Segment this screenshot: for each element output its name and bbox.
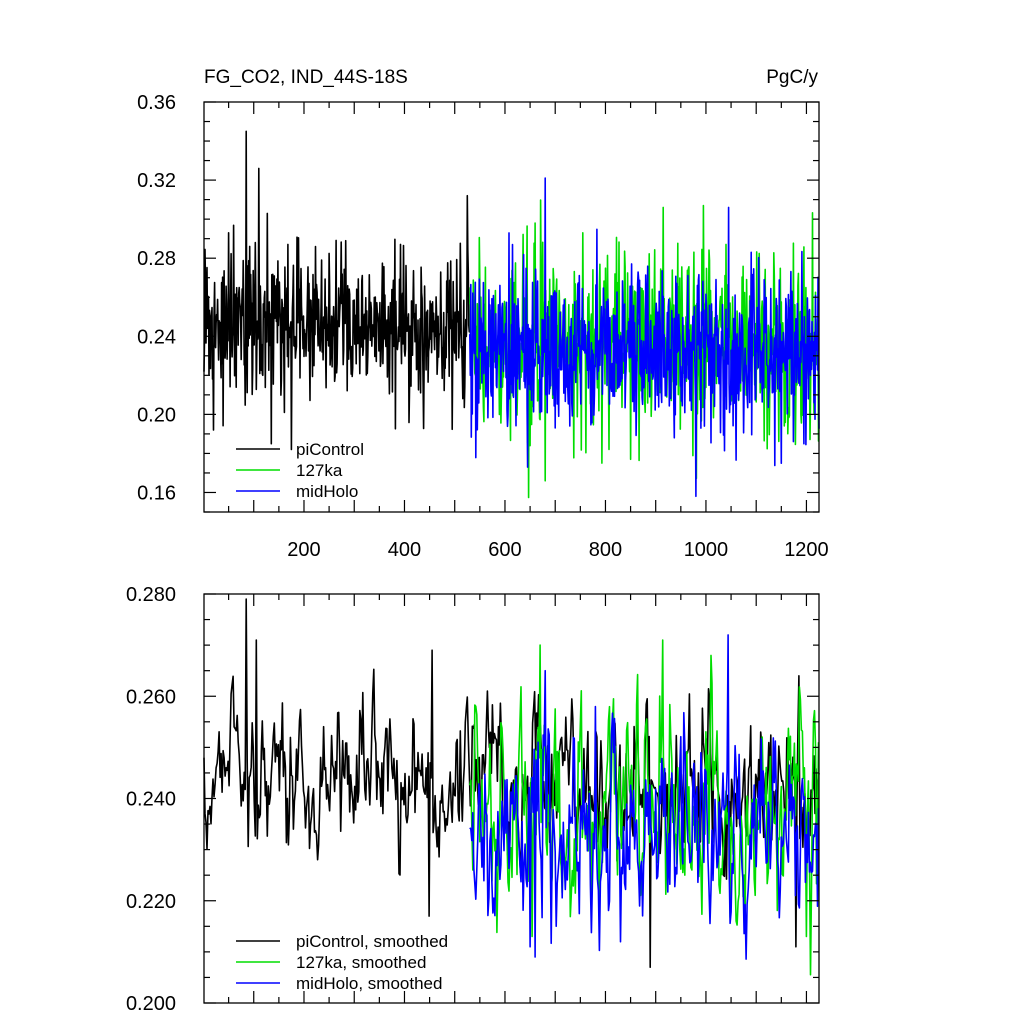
y-tick-label: 0.240 [126, 789, 176, 811]
legend-label: midHolo [296, 482, 358, 501]
y-tick-label: 0.16 [137, 482, 176, 504]
legend-label: 127ka [296, 461, 343, 480]
legend-label: 127ka, smoothed [296, 953, 426, 972]
x-tick-label: 600 [488, 539, 521, 561]
y-tick-label: 0.20 [137, 404, 176, 426]
series-line-midholo-smoothed [469, 634, 820, 960]
legend: piControl 127ka midHolo [236, 440, 364, 501]
legend-label: piControl [296, 440, 364, 459]
y-tick-label: 0.36 [137, 92, 176, 114]
series-line-picontrol [203, 130, 471, 451]
top-panel: 0.16 0.20 0.24 0.28 0.32 0.36 200 400 600 800 1000… [137, 92, 829, 561]
y-tick-label: 0.280 [126, 584, 176, 606]
x-tick-label: 1200 [784, 539, 829, 561]
x-tick-label: 800 [589, 539, 622, 561]
series-line-midholo [469, 177, 820, 498]
bottom-panel: 0.200 0.220 0.240 0.260 0.280 piControl, smoo… [126, 584, 820, 1015]
x-tick-label: 400 [388, 539, 421, 561]
x-tick-label: 200 [287, 539, 320, 561]
y-tick-label: 0.260 [126, 686, 176, 708]
y-tick-label: 0.28 [137, 248, 176, 270]
y-tick-label: 0.32 [137, 170, 176, 192]
y-tick-label: 0.24 [137, 326, 176, 348]
plot-frame [203, 101, 820, 513]
chart-title: FG_CO2, IND_44S-18S [204, 67, 408, 88]
y-tick-label: 0.200 [126, 993, 176, 1015]
legend-label: midHolo, smoothed [296, 974, 442, 993]
x-tick-label: 1000 [684, 539, 729, 561]
units-label: PgC/y [766, 67, 818, 88]
legend: piControl, smoothed 127ka, smoothed midHol… [236, 932, 448, 993]
y-tick-label: 0.220 [126, 891, 176, 913]
legend-label: piControl, smoothed [296, 932, 448, 951]
